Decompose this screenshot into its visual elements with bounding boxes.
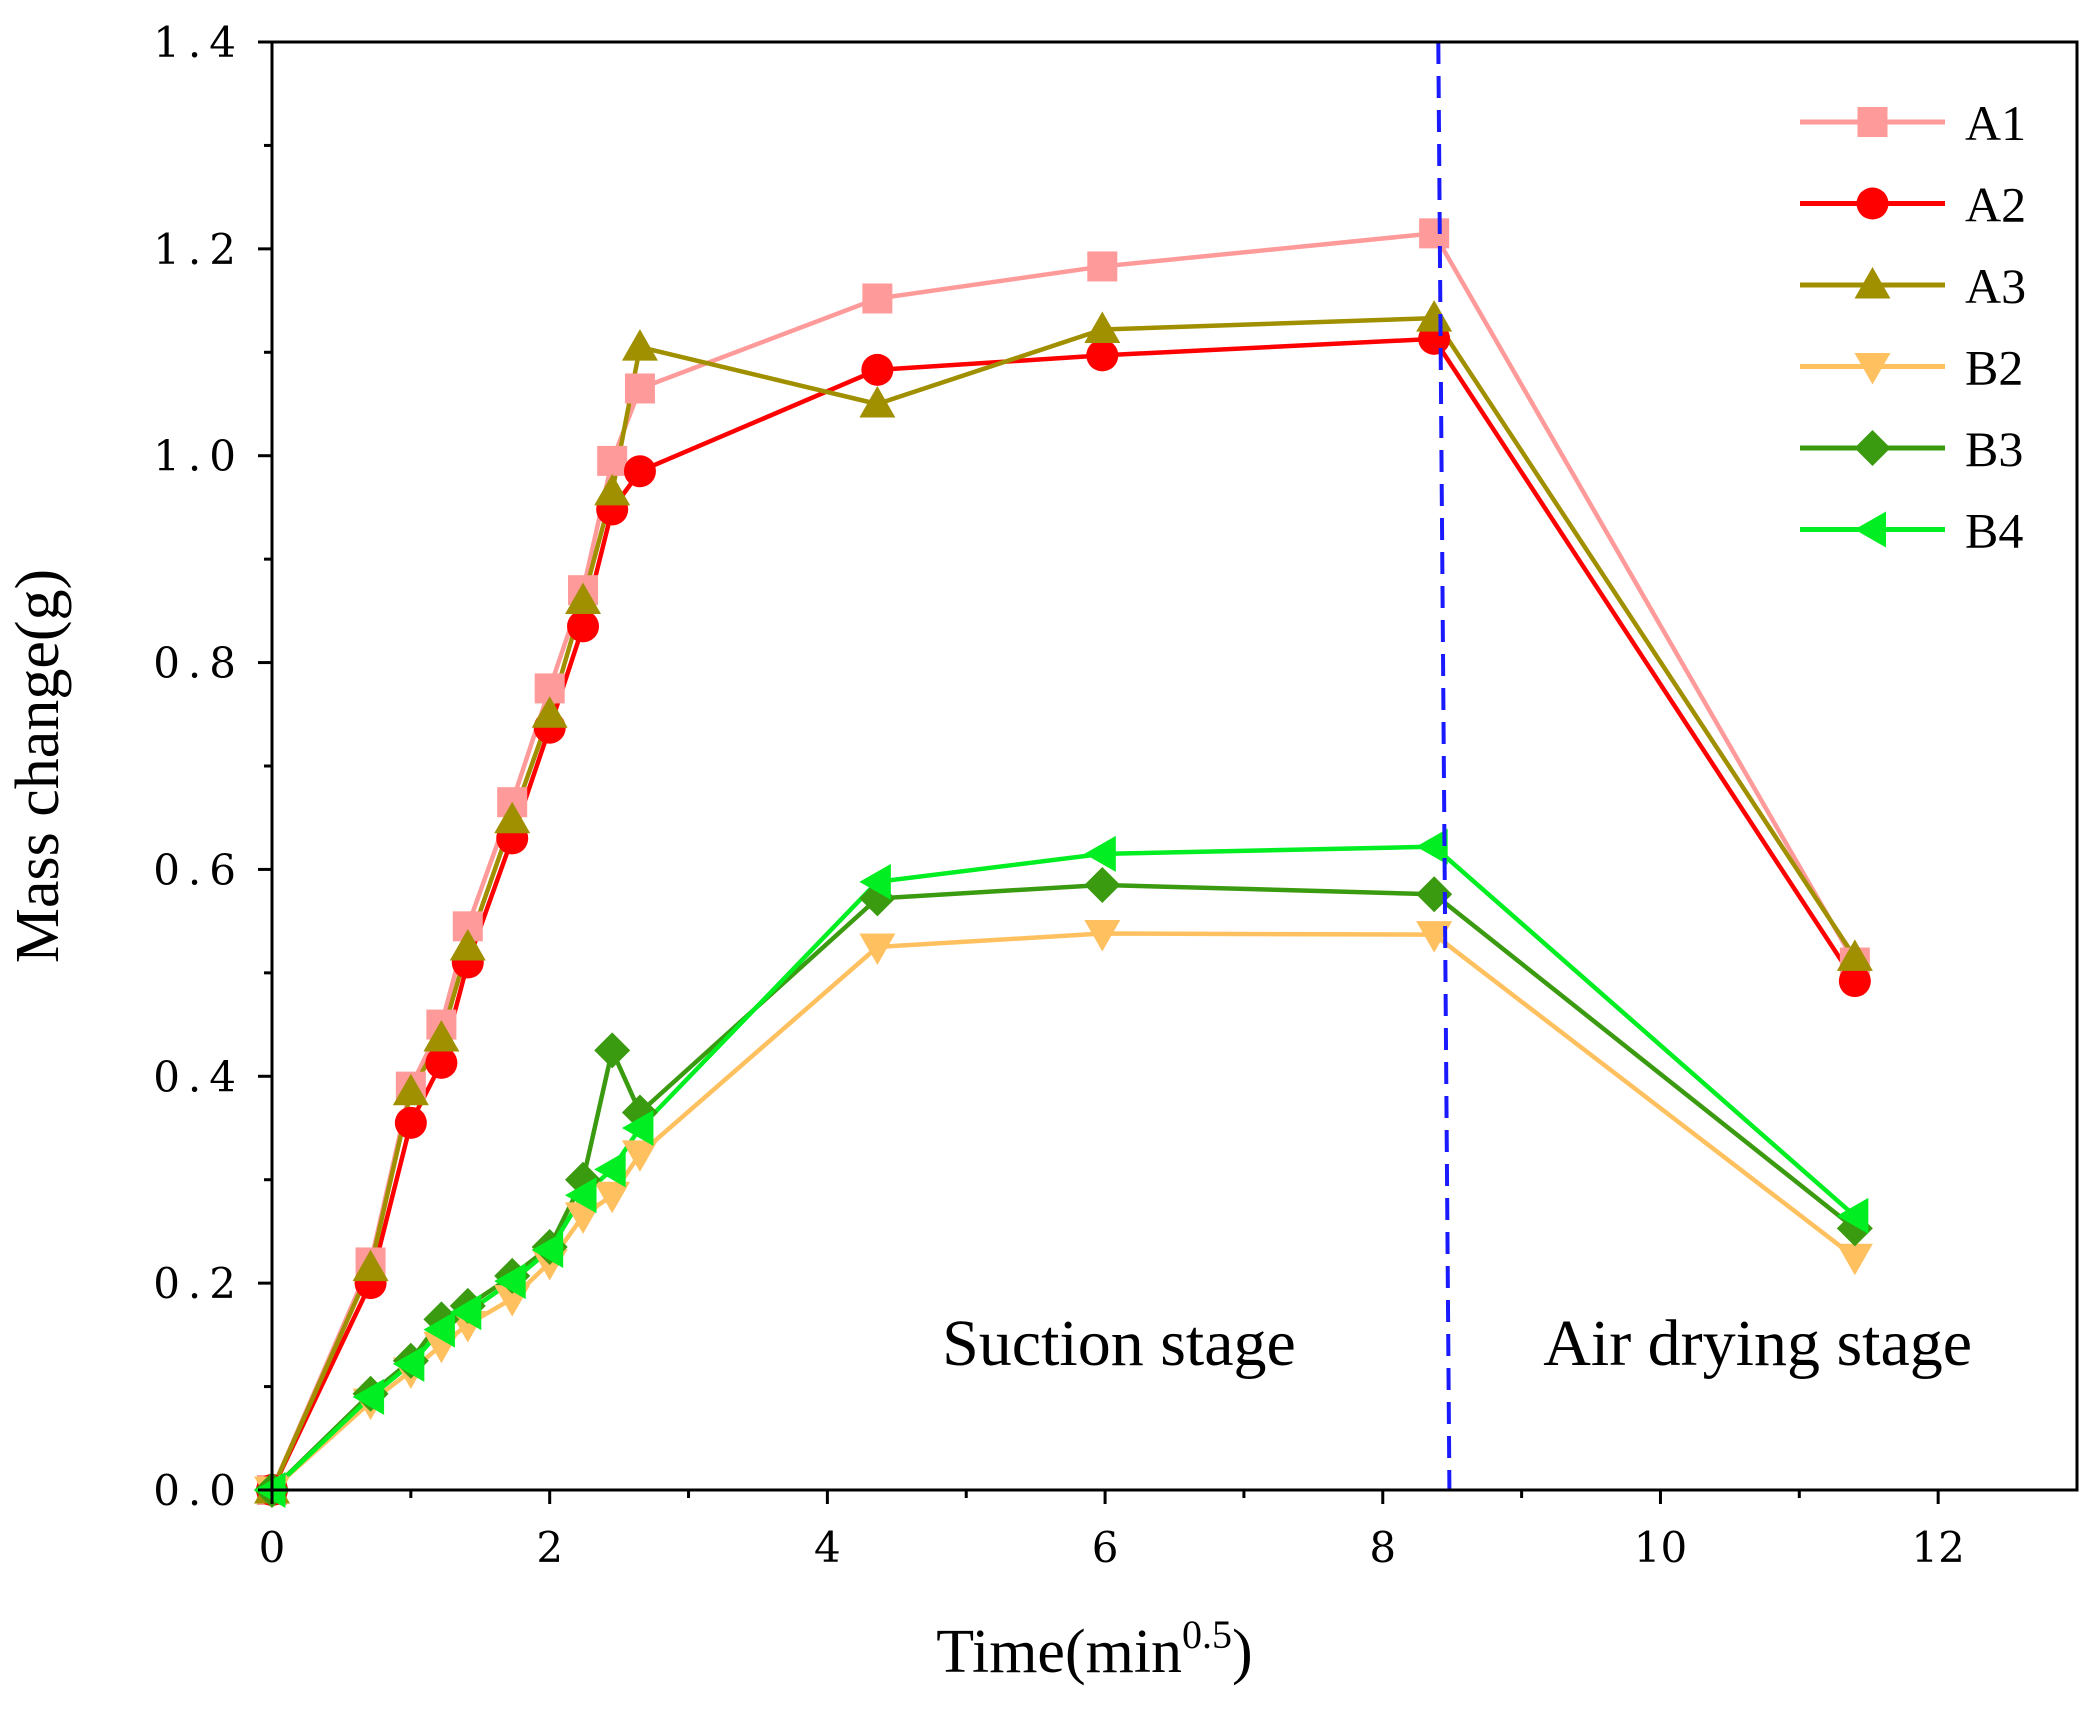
x-axis-title: Time(min0.5) — [936, 1612, 1252, 1686]
data-point-b3 — [1084, 866, 1121, 903]
data-point-a3 — [594, 473, 631, 506]
legend-marker-a2 — [1856, 187, 1889, 220]
data-point-b4 — [1836, 1197, 1869, 1234]
axis-ticks: 0 2 4 6 8 10 12 0.0 0.2 0.4 0.6 0.8 1.0 1.2 1.4 — [153, 18, 1965, 1572]
legend-marker-b4 — [1854, 511, 1886, 548]
data-point-a3 — [1836, 939, 1873, 971]
annotation-suction-stage: Suction stage — [942, 1307, 1296, 1380]
x-tick-label: 12 — [1911, 1523, 1964, 1572]
data-point-a2 — [623, 455, 656, 488]
data-point-b4 — [352, 1378, 385, 1415]
data-point-a1 — [597, 445, 628, 476]
data-point-b2 — [1084, 920, 1121, 952]
data-point-b2 — [1836, 1243, 1873, 1276]
data-point-a2 — [1086, 339, 1119, 372]
data-point-a3 — [1084, 311, 1121, 344]
y-tick-label: 0.6 — [153, 845, 244, 894]
data-point-a2 — [567, 610, 600, 643]
data-point-b4 — [531, 1232, 564, 1269]
data-point-b2 — [594, 1181, 631, 1214]
y-tick-label: 1.4 — [153, 18, 244, 67]
y-tick-label: 0.2 — [153, 1259, 244, 1308]
data-point-b4 — [392, 1345, 425, 1382]
data-point-b4 — [594, 1151, 626, 1188]
y-tick-label: 0.8 — [153, 639, 244, 688]
legend-label-a2: A2 — [1965, 177, 2026, 233]
data-point-b4 — [1416, 828, 1448, 865]
stage-divider-line — [1436, 41, 1452, 1491]
legend-label-b3: B3 — [1965, 421, 2023, 477]
data-point-a1 — [1419, 218, 1450, 249]
x-tick-label: 0 — [259, 1523, 286, 1572]
data-point-a3 — [352, 1249, 389, 1282]
data-point-b4 — [621, 1110, 654, 1146]
y-tick-label: 1.2 — [153, 225, 244, 274]
data-point-a3 — [494, 801, 531, 834]
data-point-a2 — [394, 1106, 427, 1139]
legend-marker-a3 — [1854, 267, 1891, 299]
data-point-a1 — [862, 283, 893, 314]
x-tick-label: 2 — [536, 1523, 563, 1572]
data-point-b4 — [423, 1311, 455, 1348]
legend-marker-a1 — [1857, 107, 1888, 137]
data-point-b2 — [859, 933, 896, 965]
data-point-b4 — [494, 1263, 526, 1300]
data-point-a3 — [621, 329, 658, 361]
data-point-a1 — [1087, 251, 1118, 282]
data-point-a3 — [1416, 300, 1453, 332]
annotation-air-drying-stage: Air drying stage — [1543, 1307, 1972, 1380]
data-point-b3 — [594, 1032, 631, 1069]
data-point-b4 — [565, 1177, 597, 1214]
legend-marker-b2 — [1854, 353, 1891, 385]
x-axis-title-main: Time(min — [936, 1618, 1182, 1686]
x-tick-label: 10 — [1634, 1523, 1687, 1572]
data-point-a3 — [392, 1073, 429, 1106]
data-point-a3 — [565, 582, 602, 615]
y-tick-label: 0.4 — [153, 1052, 244, 1101]
data-point-a1 — [624, 373, 655, 404]
data-point-a3 — [449, 929, 486, 961]
legend-marker-b3 — [1854, 430, 1891, 466]
stage-divider — [1436, 41, 1452, 1491]
data-point-a2 — [425, 1046, 458, 1079]
data-point-b4 — [859, 863, 891, 900]
data-point-b2 — [621, 1140, 658, 1172]
data-point-a3 — [423, 1020, 460, 1052]
y-axis-title: Mass change(g) — [4, 569, 72, 963]
x-axis-title-end: ) — [1232, 1618, 1253, 1686]
legend-label-a1: A1 — [1965, 95, 2026, 151]
y-tick-label: 0.0 — [153, 1466, 244, 1515]
legend-label-b2: B2 — [1965, 340, 2023, 396]
x-tick-label: 8 — [1369, 1523, 1396, 1572]
x-tick-label: 4 — [814, 1523, 841, 1572]
data-point-b4 — [1084, 835, 1116, 872]
x-tick-label: 6 — [1092, 1523, 1119, 1572]
x-axis-title-sup: 0.5 — [1182, 1612, 1232, 1657]
data-point-a2 — [861, 353, 894, 386]
legend-label-b4: B4 — [1965, 503, 2023, 559]
data-point-a2 — [1838, 965, 1871, 998]
data-point-a3 — [859, 386, 896, 418]
y-tick-label: 1.0 — [153, 432, 244, 481]
data-point-b4 — [449, 1294, 482, 1331]
legend: A1 A2 A3 B2 B3 B4 — [1800, 95, 2026, 559]
data-point-a3 — [531, 696, 568, 728]
legend-label-a3: A3 — [1965, 258, 2026, 314]
